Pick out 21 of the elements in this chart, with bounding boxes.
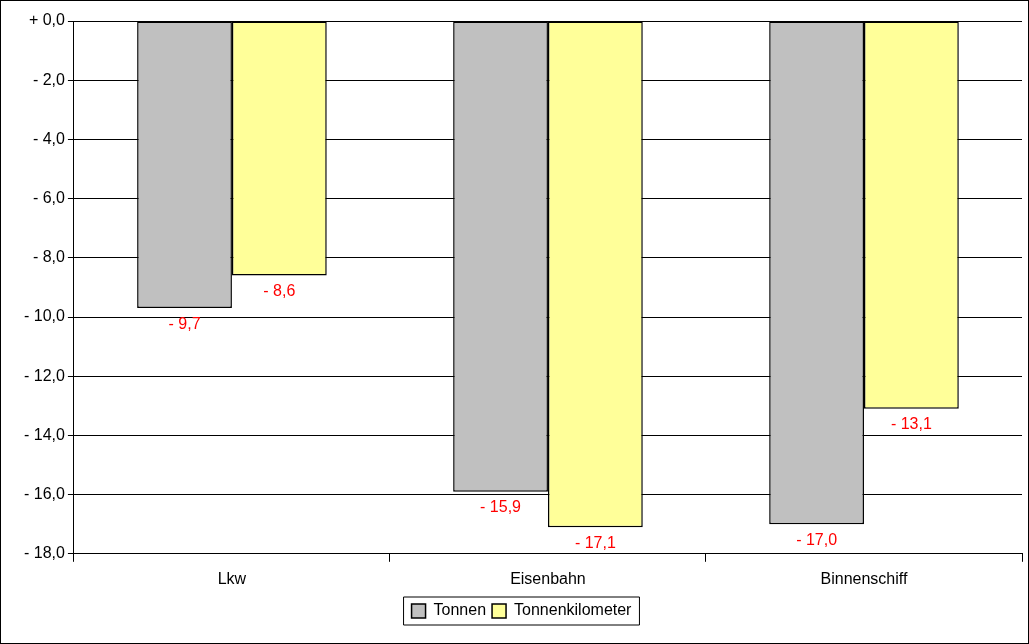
y-tick-label: - 6,0: [32, 189, 66, 207]
y-tick-label: - 4,0: [32, 129, 66, 147]
data-label: - 17,0: [796, 530, 838, 548]
x-tick-label: Lkw: [217, 569, 247, 587]
y-tick-label: - 10,0: [23, 307, 66, 325]
data-label: - 15,9: [480, 498, 522, 516]
data-label: - 8,6: [263, 281, 296, 299]
y-tick-label: - 14,0: [23, 425, 66, 443]
x-tick-label: Eisenbahn: [510, 569, 586, 587]
legend-label: Tonnen: [433, 601, 487, 619]
legend-label: Tonnenkilometer: [514, 601, 633, 619]
data-label: - 9,7: [168, 314, 201, 332]
y-tick-label: - 8,0: [32, 248, 66, 266]
y-tick-label: - 18,0: [23, 544, 66, 562]
data-label: - 13,1: [890, 415, 932, 433]
y-tick-label: - 16,0: [23, 485, 66, 503]
y-tick-label: - 12,0: [23, 366, 66, 384]
data-label: - 17,1: [574, 533, 616, 551]
x-tick-label: Binnenschiff: [820, 569, 908, 587]
y-tick-label: - 2,0: [32, 70, 66, 88]
y-tick-label: + 0,0: [28, 11, 66, 29]
